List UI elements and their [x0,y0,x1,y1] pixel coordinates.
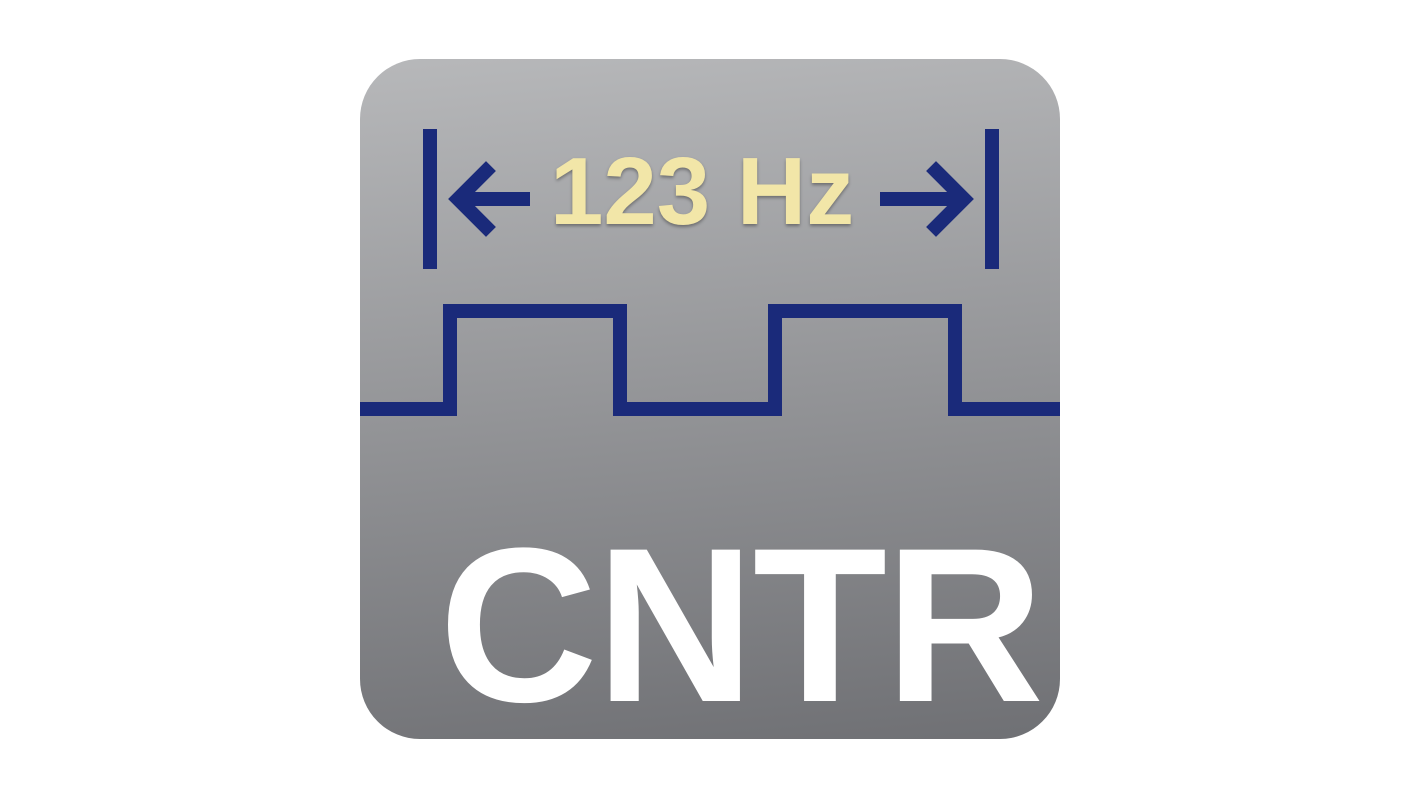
square-wave [360,311,1060,409]
right-arrow-icon [880,171,964,227]
counter-icon-tile: 123 Hz CNTR [360,59,1060,739]
frequency-value: 123 Hz [550,137,854,247]
counter-abbrev-label: CNTR [439,515,1042,735]
left-arrow-icon [458,171,530,227]
